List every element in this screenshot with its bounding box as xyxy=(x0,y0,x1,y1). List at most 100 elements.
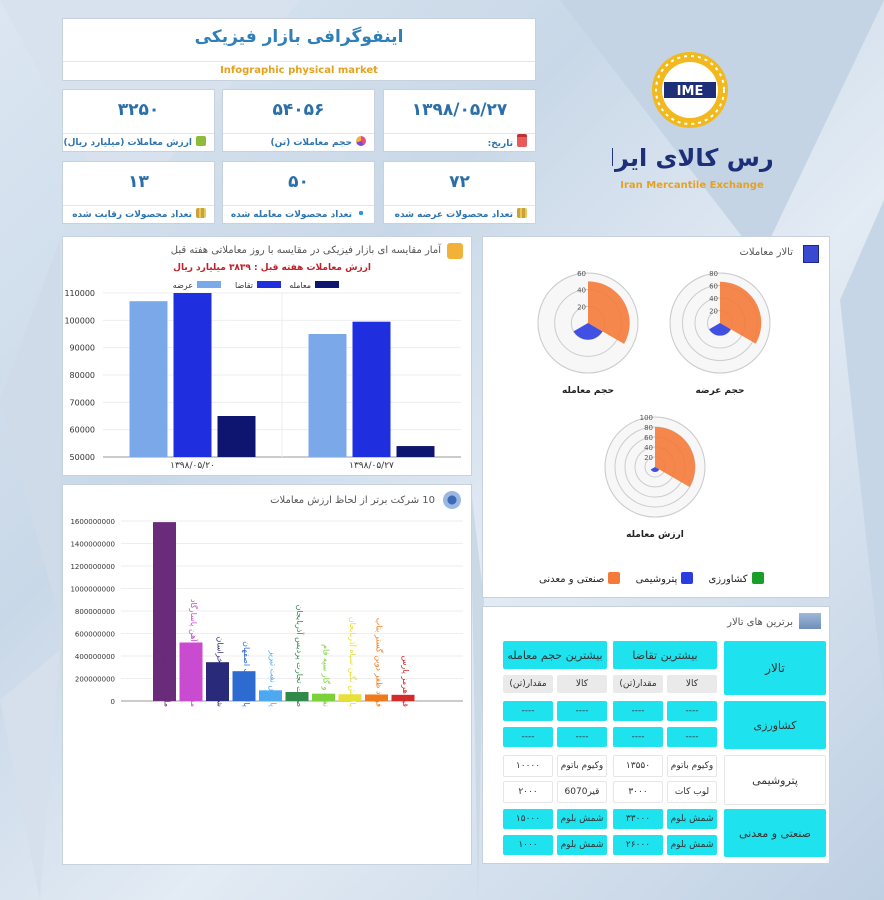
legend-swatch xyxy=(197,281,221,288)
bar xyxy=(206,662,229,701)
x-tick-label: پالایش نفت تبریز xyxy=(269,649,278,707)
radar-sector xyxy=(588,281,630,344)
calendar-icon xyxy=(517,134,527,147)
ime-logo-graphic: IME بورس کالای ایران Iran Mercantile Exc… xyxy=(586,52,798,191)
x-tick-label: ۱۳۹۸/۰۵/۲۰ xyxy=(170,461,215,471)
radar-sector xyxy=(720,281,762,344)
y-tick-label: 80000 xyxy=(70,371,95,380)
bar xyxy=(285,692,309,701)
bar xyxy=(179,642,203,701)
table-cell: وکیوم باتوم xyxy=(667,755,717,777)
table-cell: ۲۰۰۰ xyxy=(503,781,553,803)
table-head-demand: بیشترین تقاضا xyxy=(613,641,717,669)
stat-card-traded: ۵۰ تعداد محصولات معامله شده xyxy=(222,161,375,224)
radar-title: حجم عرضه xyxy=(695,386,744,396)
top10-bar-chart: 0 200000000 400000000 600000000 800000000 100… xyxy=(70,518,463,708)
page-subtitle: Infographic physical market xyxy=(63,61,535,80)
radar-sector xyxy=(655,427,695,487)
top10-panel-title: 10 شرکت برتر از لحاظ ارزش معاملات xyxy=(270,495,435,506)
company-icon xyxy=(443,491,461,509)
radar-tick-label: 40 xyxy=(644,444,653,452)
stat-value: ۳۲۵۰ xyxy=(117,100,160,120)
x-tick-label: ملی صنایع مس ایران xyxy=(163,636,172,707)
bar xyxy=(338,694,362,701)
radar-tick-label: 100 xyxy=(640,414,653,422)
logo-name-en: Iran Mercantile Exchange xyxy=(620,180,764,191)
top10-panel: 10 شرکت برتر از لحاظ ارزش معاملات 0 20000… xyxy=(62,484,472,865)
bar xyxy=(153,522,176,701)
table-cell: ۳۰۰۰ xyxy=(613,781,663,803)
table-subhead-goods: کالا xyxy=(667,675,717,693)
radar-title: حجم معامله xyxy=(562,386,614,396)
y-tick-label: 60000 xyxy=(70,426,95,435)
bar xyxy=(312,693,335,701)
table-cell: وکیوم باتوم xyxy=(557,755,607,777)
table-cell: ---- xyxy=(667,727,717,747)
table-cell: ۳۳۰۰۰ xyxy=(613,809,663,829)
table-row-hall-petrochemical: پتروشیمی xyxy=(724,755,826,805)
y-tick-label: 70000 xyxy=(70,398,95,407)
stat-value: ۵۰ xyxy=(288,172,309,192)
x-tick-label: پالایش نفت اصفهان xyxy=(242,641,251,707)
weekly-comparison-panel: آمار مقایسه ای بازار فیزیکی در مقایسه با… xyxy=(62,236,472,476)
x-tick-label: صنعت تجارت پردیس آذربایجان xyxy=(295,605,305,708)
radar-title: ارزش معامله xyxy=(626,530,684,540)
y-tick-label: 90000 xyxy=(70,344,95,353)
weekly-panel-title: آمار مقایسه ای بازار فیزیکی در مقایسه با… xyxy=(170,245,441,256)
table-cell: ---- xyxy=(503,727,553,747)
x-tick-label: ۱۳۹۸/۰۵/۲۷ xyxy=(349,461,394,471)
legend-swatch xyxy=(315,281,339,288)
table-cell: ۲۶۰۰۰ xyxy=(613,835,663,855)
y-tick-label: 800000000 xyxy=(75,608,115,616)
logo-name-fa: بورس کالای ایران xyxy=(612,144,772,172)
stat-card-offered: ۷۲ تعداد محصولات عرضه شده xyxy=(383,161,536,224)
table-cell: ---- xyxy=(557,727,607,747)
weekly-bar-chart: عرضه تقاضا معامله 50000 60000 70000 80000 90000… xyxy=(64,281,461,471)
page-title: اینفوگرافی بازار فیزیکی xyxy=(194,27,404,47)
stat-label: تاریخ: xyxy=(384,133,535,151)
ime-logo: IME بورس کالای ایران Iran Mercantile Exc… xyxy=(586,48,798,198)
radar-tick-label: 20 xyxy=(644,454,653,462)
x-tick-label: قیر هرمز پارس xyxy=(401,656,410,708)
radar-tick-label: 20 xyxy=(709,308,718,316)
table-cell: قیر6070 xyxy=(557,781,607,803)
bar xyxy=(396,446,435,457)
x-tick-label: شرکت فولاد خراسان xyxy=(216,636,225,707)
table-panel-title: برترین های تالار xyxy=(727,617,793,628)
top-products-panel: برترین های تالار تالار بیشترین تقاضا بیش… xyxy=(482,606,830,864)
y-tick-label: 1600000000 xyxy=(70,518,115,526)
legend-swatch xyxy=(257,281,281,288)
radar-tick-label: 40 xyxy=(709,295,718,303)
y-tick-label: 110000 xyxy=(64,289,95,298)
radar-sector xyxy=(650,467,660,472)
table-cell: ---- xyxy=(613,701,663,721)
y-tick-label: 400000000 xyxy=(75,653,115,661)
table-cell: ---- xyxy=(503,701,553,721)
x-tick-label: فولاد ظفر دوین گستر بناب xyxy=(375,618,385,707)
stat-label: ارزش معاملات (میلیارد ریال) xyxy=(63,133,214,151)
bar xyxy=(232,671,256,701)
table-cell: لوب کات xyxy=(667,781,717,803)
radar-charts: 20 40 60 حجم معامله 20 40 60 80 حجم عرضه 20 40 60 80… xyxy=(537,270,771,540)
radar-tick-label: 60 xyxy=(577,270,586,278)
stat-card-date: ۱۳۹۸/۰۵/۲۷ تاریخ: xyxy=(383,89,536,152)
table-subhead-amount: مقدار(تن) xyxy=(613,675,663,693)
radar-tick-label: 80 xyxy=(709,270,718,278)
coins-icon xyxy=(196,208,206,218)
bar xyxy=(391,694,415,701)
radar-panel-title: تالار معاملات xyxy=(739,247,793,258)
bar xyxy=(352,321,391,457)
radar-tick-label: 80 xyxy=(644,424,653,432)
y-tick-label: 100000 xyxy=(64,316,95,325)
y-tick-label: 1400000000 xyxy=(70,541,115,549)
radar-tick-label: 60 xyxy=(644,434,653,442)
table-cell: ۱۰۰۰ xyxy=(503,835,553,855)
bar xyxy=(129,301,168,457)
table-cell: ---- xyxy=(557,701,607,721)
legend-label: تقاضا xyxy=(235,281,253,290)
money-icon xyxy=(196,136,206,146)
pie-icon xyxy=(356,136,366,146)
table-cell: ۱۵۰۰۰ xyxy=(503,809,553,829)
y-tick-label: 50000 xyxy=(70,453,95,462)
bar xyxy=(217,416,256,457)
